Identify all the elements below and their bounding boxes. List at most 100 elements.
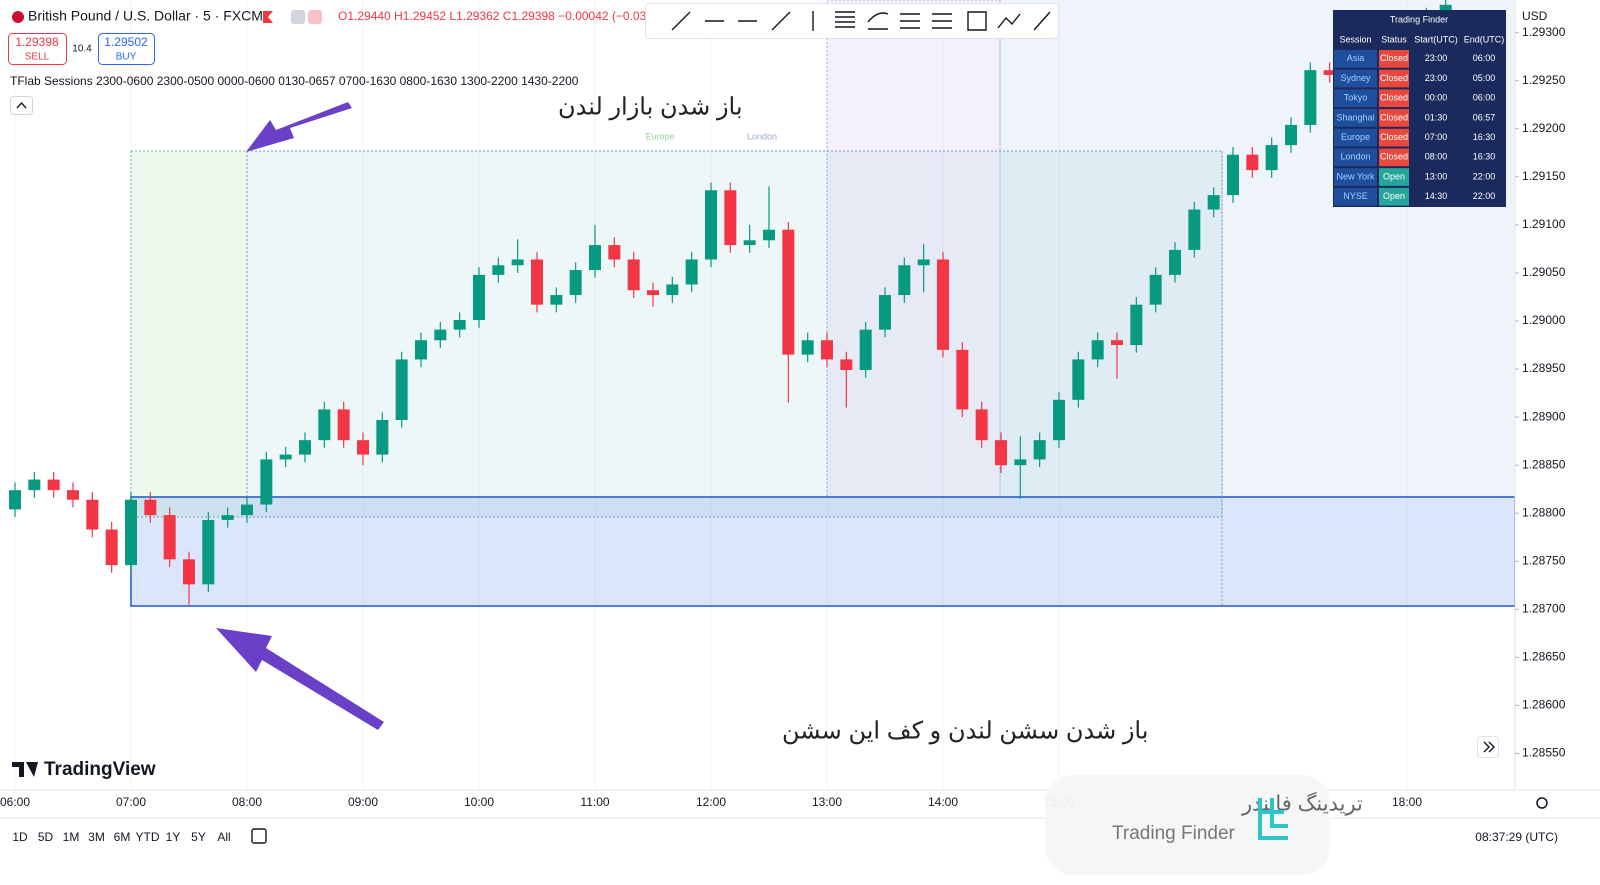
range-button[interactable]: 1Y [166, 830, 181, 844]
table-header: Session [1339, 34, 1371, 44]
status-icon [308, 10, 322, 24]
candle-body [647, 290, 659, 296]
table-cell-text: 23:00 [1425, 53, 1448, 63]
x-tick-label: 08:00 [232, 795, 262, 809]
candle-body [1014, 459, 1027, 466]
table-cell [1411, 128, 1461, 147]
table-cell-text: 06:57 [1473, 112, 1496, 122]
table-cell-text: Asia [1347, 53, 1365, 63]
x-tick-label: 11:00 [580, 795, 609, 809]
candle-body [801, 340, 814, 355]
range-button[interactable]: 1M [63, 830, 80, 844]
y-tick-label: 1.29150 [1522, 169, 1566, 183]
candle-body [627, 259, 640, 291]
candle-body [1130, 304, 1143, 346]
table-header: Status [1381, 34, 1407, 44]
candle-body [840, 359, 853, 371]
table-cell-text: New York [1336, 171, 1375, 181]
table-cell [1411, 50, 1461, 68]
date-range-icon[interactable] [251, 828, 267, 844]
candle-body [782, 229, 795, 355]
candle-body [666, 284, 679, 296]
candle-body [241, 504, 253, 516]
annotation-bottom: باز شدن سشن لندن و کف این سشن [782, 717, 1148, 744]
candle-body [492, 265, 505, 275]
table-cell-text: Open [1383, 171, 1405, 181]
table-cell [1463, 89, 1505, 108]
table-cell [1463, 109, 1505, 127]
y-tick-label: 1.29200 [1522, 121, 1566, 135]
settings-icon[interactable] [1536, 797, 1548, 809]
candle-body [144, 499, 157, 516]
y-tick-label: 1.29000 [1522, 313, 1566, 327]
candle-body [1246, 154, 1259, 171]
candle-body [318, 409, 331, 441]
candle-body [28, 479, 41, 491]
indicator[interactable]: TFlab Sessions 2300-0600 2300-0500 0000-… [10, 74, 579, 88]
candle-body [279, 454, 292, 460]
table-cell [1379, 89, 1409, 108]
table-title: Trading Finder [1390, 14, 1448, 24]
candle-body [1033, 440, 1046, 460]
candle-body [299, 440, 311, 455]
candle-body [67, 490, 79, 500]
range-button[interactable]: 6M [114, 830, 131, 844]
symbol[interactable]: British Pound / U.S. Dollar · 5 · FXCM [28, 8, 263, 24]
candle-body [589, 245, 601, 271]
x-tick-label: 12:00 [696, 795, 726, 809]
arrow-bottom [216, 628, 384, 730]
candle-body [183, 559, 195, 585]
candle-body [879, 295, 891, 330]
candle-body [1169, 249, 1181, 275]
table-cell-text: 05:00 [1473, 73, 1496, 83]
range-button[interactable]: 5Y [191, 830, 206, 844]
candle-body [1285, 124, 1297, 146]
candle-body [685, 259, 698, 285]
flag-icon[interactable] [263, 11, 273, 23]
london-border [246, 150, 1223, 518]
candle-body [821, 340, 833, 360]
candle-body [743, 240, 756, 246]
sell-button[interactable] [8, 33, 67, 65]
scroll-button[interactable] [1477, 736, 1499, 758]
table-cell-text: Closed [1380, 152, 1408, 162]
table-cell [1334, 128, 1377, 147]
collapse-button[interactable] [10, 96, 33, 115]
table-cell-text: 14:30 [1425, 191, 1448, 201]
y-tick-label: 1.28800 [1522, 505, 1566, 519]
y-tick-label: 1.28850 [1522, 457, 1566, 471]
buy-button[interactable] [98, 33, 155, 65]
scroll-icon [1483, 741, 1495, 753]
candle-body [357, 440, 369, 455]
candle-body [917, 259, 930, 266]
table-cell [1463, 148, 1505, 167]
table-cell-text: 13:00 [1425, 171, 1448, 181]
table-cell-text: Tokyo [1344, 93, 1368, 103]
y-tick-label: 1.29100 [1522, 217, 1566, 231]
currency[interactable]: USD [1522, 9, 1548, 23]
candle-body [1149, 274, 1162, 305]
london-label: London [747, 131, 777, 141]
table-cell [1411, 148, 1461, 167]
candle-body [937, 259, 949, 350]
range-button[interactable]: YTD [136, 830, 160, 844]
table-cell [1411, 187, 1461, 206]
range-button[interactable]: All [217, 830, 230, 844]
range-button[interactable]: 3M [88, 830, 105, 844]
candle-body [473, 274, 485, 321]
table-cell [1334, 168, 1377, 186]
candle-body [9, 490, 21, 510]
range-button[interactable]: 5D [38, 830, 54, 844]
sell-price: 1.29398 [15, 35, 59, 49]
candle-body [705, 190, 717, 260]
table-cell [1463, 69, 1505, 88]
table-cell-text: Open [1383, 191, 1405, 201]
toolbar-icons[interactable] [671, 11, 1051, 31]
price-axis [1515, 0, 1600, 790]
table-cell [1334, 50, 1377, 68]
candle-body [763, 229, 775, 241]
table-cell-text: 16:30 [1473, 132, 1496, 142]
watermark-logo [1258, 798, 1288, 840]
range-button[interactable]: 1D [12, 830, 28, 844]
